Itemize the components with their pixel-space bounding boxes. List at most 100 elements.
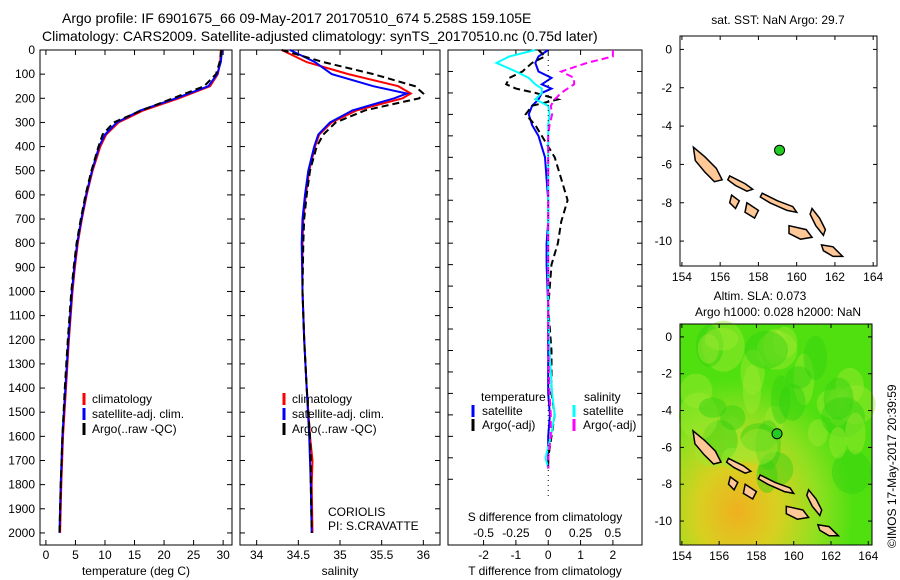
lon-tick-label: 158 (748, 270, 768, 284)
lon-tick-label: 160 (784, 549, 804, 563)
sla-cell (785, 366, 812, 389)
sla-cell (695, 324, 724, 367)
y-tick-label: 900 (15, 260, 35, 274)
y-tick-label: 600 (15, 188, 35, 202)
y-tick-label: 100 (15, 67, 35, 81)
y-tick-label: 400 (15, 140, 35, 154)
y-tick-label: 1600 (8, 429, 35, 443)
s-tick-label: 0.5 (605, 526, 622, 540)
sla-cell (826, 386, 850, 427)
island-outline (785, 505, 810, 520)
sla-cell (793, 353, 815, 406)
x-tick-label: 5 (72, 548, 79, 562)
salinity-panel: 34 34.5 35 35.5 36 salinity climatologysatelli… (239, 49, 441, 578)
legend-label: Argo(-adj) (583, 418, 636, 432)
sla-cell (722, 416, 744, 455)
series-line-salinity-argo-adj- (547, 50, 614, 469)
legend-label: satellite-adj. clim. (92, 407, 184, 421)
lat-tick-label: -4 (661, 404, 672, 418)
y-tick-label: 700 (15, 212, 35, 226)
lat-tick-label: -6 (661, 157, 672, 171)
y-tick-label: 500 (15, 164, 35, 178)
legend-label: satellite (583, 404, 624, 418)
s-axis-label: S difference from climatology (468, 510, 623, 524)
sst-map-panel: 154 156 158 160 162 164 0 -2 -4 -6 -8 -10 sat. SST: … (655, 13, 884, 284)
temperature-panel: 0 5 10 15 20 25 300100200300400500600700800900… (8, 43, 233, 578)
island-outline (757, 473, 796, 495)
lon-tick-label: 158 (746, 549, 766, 563)
lon-tick-label: 154 (672, 549, 692, 563)
island-outline (728, 193, 741, 210)
y-tick-label: 1000 (8, 284, 35, 298)
series-line-temperature-satellite (527, 49, 554, 469)
lat-tick-label: -2 (661, 367, 672, 381)
sla-cell (702, 320, 745, 372)
y-tick-label: 1900 (8, 502, 35, 516)
sla-cell (720, 405, 746, 431)
y-tick-label: 1700 (8, 453, 35, 467)
differences-axes-frame (447, 49, 643, 546)
y-tick-label: 2000 (8, 526, 35, 540)
lon-tick-label: 162 (821, 549, 841, 563)
island-outline (820, 243, 845, 258)
sla-cell (740, 349, 765, 395)
x-tick-label: 34.5 (287, 548, 311, 562)
sla-cell (764, 405, 785, 434)
legend-heading-temperature: temperature (481, 390, 546, 404)
island-outline (725, 457, 753, 475)
x-tick-label: 15 (128, 548, 142, 562)
argo-location-marker (771, 428, 783, 440)
x-tick-label: 25 (187, 548, 201, 562)
sla-cell (831, 450, 872, 495)
series-line-argo-raw-qc- (281, 49, 425, 533)
lat-tick-label: 0 (665, 330, 672, 344)
y-tick-label: 1300 (8, 357, 35, 371)
sla-cell (778, 383, 806, 421)
t-tick-label: -1 (511, 548, 522, 562)
x-tick-label: 35.5 (370, 548, 394, 562)
x-tick-label: 0 (43, 548, 50, 562)
island-outline (727, 475, 739, 492)
x-axis-label: temperature (deg C) (82, 564, 190, 578)
lat-tick-label: -2 (661, 81, 672, 95)
series-line-argo-raw-qc- (58, 49, 223, 533)
island-outline (816, 523, 841, 537)
sla-cell (679, 373, 713, 408)
lat-tick-label: 0 (665, 42, 672, 56)
island-outline (742, 482, 758, 501)
island-outline (759, 192, 799, 214)
y-tick-label: 1400 (8, 381, 35, 395)
series-line-satellite-adj-clim- (289, 49, 411, 533)
y-tick-label: 200 (15, 91, 35, 105)
lat-tick-label: -8 (661, 477, 672, 491)
lon-tick-label: 156 (710, 270, 730, 284)
island-outline (805, 488, 823, 518)
y-tick-label: 800 (15, 236, 35, 250)
t-axis-label: T difference from climatology (468, 564, 622, 578)
sla-cell (763, 328, 787, 365)
t-tick-label: -2 (478, 548, 489, 562)
y-tick-label: 1100 (9, 309, 35, 323)
island-outline (692, 145, 724, 183)
sla-map-subtitle: Argo h1000: 0.028 h2000: NaN (695, 305, 861, 319)
figure-title-line1: Argo profile: IF 6901675_66 09-May-2017 … (62, 10, 532, 26)
sla-cell (678, 392, 719, 440)
lat-tick-label: -6 (661, 440, 672, 454)
sla-cell (704, 327, 739, 351)
credit-text: ©IMOS 17-May-2017 20:39:59 (885, 384, 899, 548)
temperature-axes-frame (39, 49, 233, 546)
lat-tick-label: -8 (661, 196, 672, 210)
sla-cell (772, 326, 798, 359)
x-tick-label: 34 (250, 548, 264, 562)
sla-cell (740, 423, 778, 452)
legend-label: Argo(..raw -QC) (92, 422, 177, 436)
sla-cell (770, 375, 791, 424)
sla-cell (808, 419, 828, 447)
series-line-satellite-adj-clim- (58, 49, 223, 533)
sla-cell (723, 440, 759, 463)
argo-location-marker (774, 144, 786, 156)
x-tick-label: 10 (98, 548, 112, 562)
y-tick-label: 1800 (8, 478, 35, 492)
sla-cell (829, 426, 847, 459)
